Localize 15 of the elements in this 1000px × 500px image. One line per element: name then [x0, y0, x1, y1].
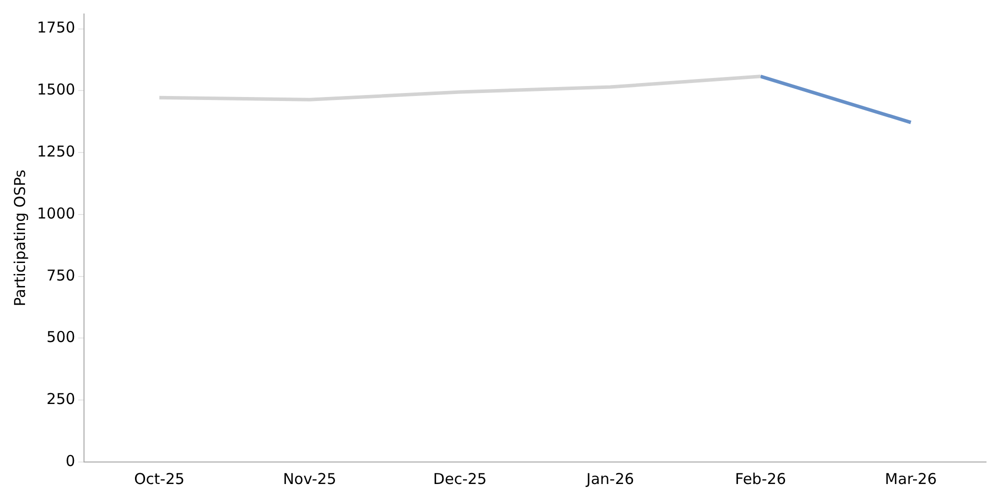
y-axis-title: Participating OSPs [10, 169, 29, 306]
y-tick-label: 1250 [36, 142, 76, 160]
x-tick-label: Mar-26 [884, 470, 937, 488]
y-tick-label: 0 [66, 452, 76, 470]
y-tick-label: 1750 [36, 18, 76, 37]
y-tick-label: 750 [46, 266, 76, 284]
x-tick-label: Jan-26 [585, 470, 634, 488]
y-tick-label: 500 [46, 328, 76, 346]
x-tick-label: Dec-25 [433, 470, 487, 488]
x-tick-label: Oct-25 [134, 470, 185, 488]
y-tick-label: 1500 [36, 80, 76, 99]
y-tick-label: 250 [46, 390, 76, 408]
x-tick-label: Nov-25 [282, 470, 336, 488]
y-tick-label: 1000 [36, 204, 76, 222]
x-tick-label: Feb-26 [735, 470, 786, 488]
